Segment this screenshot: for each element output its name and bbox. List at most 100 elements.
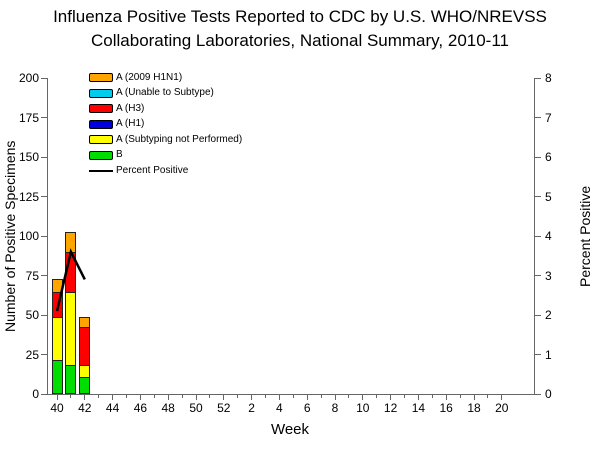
bar-segment <box>51 359 63 394</box>
x-axis-week-tick <box>445 394 447 400</box>
x-axis-week-tick <box>126 394 127 398</box>
bar-segment <box>65 364 77 394</box>
bar-segment <box>65 291 77 366</box>
x-axis-week-tick-label: 48 <box>161 401 175 415</box>
x-axis-week-tick <box>195 394 197 400</box>
x-axis-week-tick-label: 16 <box>439 401 453 415</box>
x-axis-week-tick <box>153 394 155 398</box>
x-axis-week-tick <box>167 394 169 400</box>
y-axis-right-tick <box>534 156 541 158</box>
legend-item-label: A (H3) <box>116 102 145 114</box>
legend-item: Percent Positive <box>89 163 242 179</box>
legend: A (2009 H1N1) A (Unable to Subtype) A (H3)… <box>89 70 242 179</box>
legend-item-label: A (H1) <box>116 118 145 130</box>
x-axis-week-tick <box>376 394 378 398</box>
x-axis-week-tick-label: 2 <box>248 401 255 415</box>
y-axis-left-tick <box>41 275 48 276</box>
x-axis-week-tick <box>223 394 225 400</box>
legend-item: A (H1) <box>89 117 242 133</box>
legend-color-swatch <box>89 73 113 83</box>
y-axis-left-tick <box>41 235 48 237</box>
y-axis-left-tick <box>41 77 48 79</box>
legend-item: A (2009 H1N1) <box>89 70 242 86</box>
chart-title-line1: Influenza Positive Tests Reported to CDC… <box>53 7 547 26</box>
y-axis-right-tick-label: 2 <box>545 308 552 322</box>
x-axis-week-tick <box>487 394 489 398</box>
legend-color-swatch <box>89 119 113 129</box>
bar-segment <box>79 377 91 394</box>
x-axis-week-tick <box>306 394 308 400</box>
bar-segment <box>51 317 63 361</box>
x-axis-week-tick <box>98 394 100 398</box>
x-axis-week-tick <box>237 394 239 398</box>
x-axis-week-tick <box>320 394 322 398</box>
y-axis-right-tick <box>534 314 541 316</box>
y-axis-right-tick <box>534 235 541 237</box>
y-axis-left-tick <box>41 314 48 316</box>
x-axis-week-tick <box>265 394 266 398</box>
x-axis-week-tick <box>251 394 253 400</box>
y-axis-left-tick-label: 100 <box>18 229 39 243</box>
legend-color-swatch <box>89 135 113 145</box>
y-axis-right-tick <box>534 354 541 355</box>
x-axis-week-tick <box>139 394 141 400</box>
legend-item: B <box>89 148 242 164</box>
legend-item-label: Percent Positive <box>116 164 189 176</box>
x-axis-week-tick-label: 8 <box>331 401 339 415</box>
y-axis-left-tick-label: 200 <box>18 71 39 85</box>
y-axis-right-tick-label: 1 <box>545 347 552 362</box>
bar-segment <box>65 231 77 254</box>
x-axis-week-tick <box>84 394 86 400</box>
x-axis-week-tick <box>56 394 58 400</box>
x-axis-week-tick <box>348 394 350 398</box>
legend-item: A (Unable to Subtype) <box>89 86 242 102</box>
x-axis-week-tick-label: 44 <box>105 401 120 415</box>
legend-line-swatch <box>89 169 113 172</box>
legend-color-swatch <box>89 150 113 160</box>
legend-item: A (Subtyping not Performed) <box>89 132 242 148</box>
x-axis-week-tick <box>112 394 114 400</box>
x-axis-week-tick <box>501 394 503 400</box>
y-axis-right-tick-label: 4 <box>545 229 552 243</box>
legend-item: A (H3) <box>89 101 242 117</box>
x-axis-week-tick <box>390 394 392 400</box>
x-axis-week-tick-label: 46 <box>133 401 148 415</box>
bar-segment <box>79 317 91 328</box>
x-axis-week-tick <box>431 394 433 398</box>
y-axis-left-tick-label: 50 <box>25 308 39 322</box>
bar-segment <box>79 364 91 379</box>
y-axis-right-tick <box>534 77 541 79</box>
y-axis-left-tick-label: 25 <box>25 347 39 362</box>
x-axis-week-tick <box>362 394 364 400</box>
x-axis-week-tick <box>473 394 475 400</box>
x-axis-week-tick-label: 14 <box>411 401 426 415</box>
x-axis-week-tick <box>334 394 336 400</box>
x-axis-week-tick <box>181 394 183 398</box>
y-axis-left-tick <box>41 156 48 158</box>
x-axis-week-tick-label: 18 <box>467 401 481 415</box>
y-axis-right-tick-label: 3 <box>545 268 552 283</box>
y-axis-left-tick-label: 175 <box>18 110 39 125</box>
y-axis-right-tick-label: 6 <box>545 150 552 164</box>
x-axis-week-tick-label: 6 <box>303 401 311 415</box>
y-axis-left-tick-label: 0 <box>32 387 39 401</box>
y-axis-right-tick-label: 8 <box>545 71 552 85</box>
x-axis-week-tick <box>278 394 280 400</box>
y-axis-right-tick-label: 7 <box>545 110 552 125</box>
x-axis-week-tick-label: 52 <box>217 401 231 415</box>
y-axis-left-tick <box>41 196 48 197</box>
x-axis-week-tick-label: 10 <box>356 401 370 415</box>
x-axis-week-tick <box>459 394 461 398</box>
x-axis-week-tick <box>417 394 419 400</box>
y-axis-left-tick-label: 125 <box>18 189 39 204</box>
x-axis-week-tick <box>292 394 294 398</box>
x-axis-week-tick-label: 4 <box>276 401 283 415</box>
bar-segment <box>79 326 91 366</box>
x-axis-week-tick <box>404 394 405 398</box>
y-axis-right-tick <box>534 393 541 395</box>
chart-title: Influenza Positive Tests Reported to CDC… <box>0 5 600 53</box>
chart-title-line2: Collaborating Laboratories, National Sum… <box>91 31 509 50</box>
legend-item-label: A (Subtyping not Performed) <box>116 133 243 145</box>
legend-color-swatch <box>89 104 113 114</box>
